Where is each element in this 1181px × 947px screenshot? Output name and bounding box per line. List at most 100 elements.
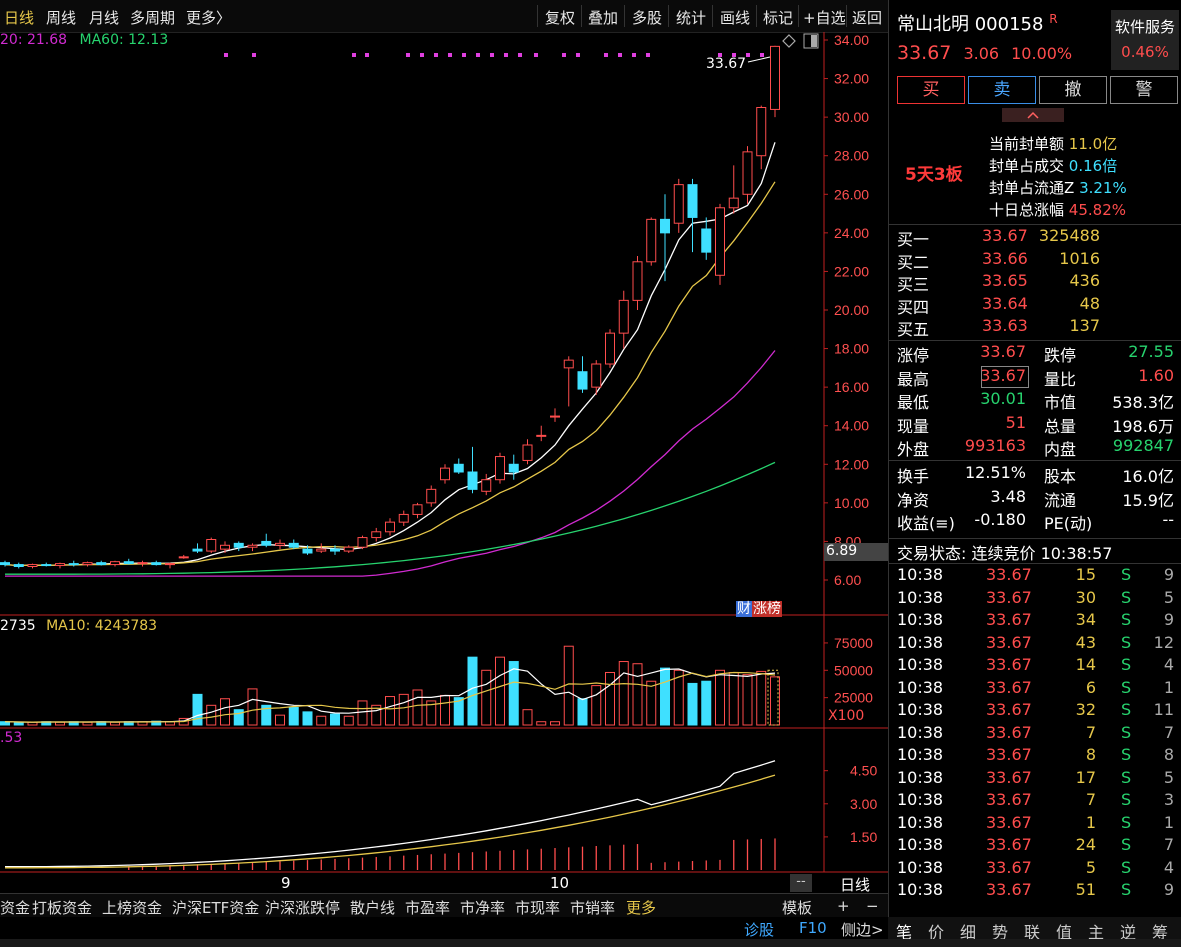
volume-bar (385, 696, 395, 726)
tab-pcf[interactable]: 市现率 (515, 899, 561, 917)
diagnose-button[interactable]: 诊股 (744, 921, 775, 939)
back-button[interactable]: 返回 (852, 9, 883, 27)
tab-capital[interactable]: 资金 (0, 899, 31, 917)
overlay-button[interactable]: 叠加 (588, 9, 619, 27)
volume-bar (687, 682, 698, 726)
tab-retail-line[interactable]: 散户线 (350, 899, 396, 917)
tick-side: S (1121, 880, 1132, 899)
sell-button[interactable]: 卖 (968, 76, 1036, 104)
multi-stock-button[interactable]: 多股 (632, 9, 663, 27)
add-panel-button[interactable]: + (837, 897, 850, 915)
bid-level[interactable]: 买四 33.64 48 (889, 294, 1181, 317)
detail-tab[interactable]: 价 (928, 923, 945, 942)
tick-side: S (1121, 587, 1132, 607)
collapse-button[interactable]: -- (790, 874, 812, 892)
candle-body (756, 107, 767, 157)
tick-time: 10:38 (897, 835, 944, 854)
detail-tab[interactable]: 筹 (1152, 923, 1169, 942)
gainer-list-badge[interactable]: 涨榜 (752, 601, 782, 617)
panel-toggle-icon[interactable] (803, 33, 819, 49)
rank-badge[interactable]: 财涨榜 (736, 598, 782, 618)
tick-volume: 17 (1075, 767, 1096, 787)
tab-pb[interactable]: 市净率 (460, 899, 506, 917)
tab-monthly[interactable]: 月线 (89, 9, 120, 27)
tab-pe[interactable]: 市盈率 (405, 899, 451, 917)
tab-more-indicators[interactable]: 更多 (626, 899, 657, 917)
price-tick-label: 12.00 (834, 456, 869, 472)
tick-price: 33.67 (986, 632, 1032, 652)
signal-dot (476, 53, 480, 57)
tab-limit-capital[interactable]: 打板资金 (32, 899, 93, 917)
cancel-order-button[interactable]: 撤 (1039, 76, 1107, 104)
candle-body (261, 540, 272, 546)
kline-chart[interactable]: 34.00 32.00 30.00 28.00 26.00 24.00 22.00 20.00… (0, 32, 888, 893)
diamond-icon[interactable] (782, 34, 796, 48)
tab-multi-period[interactable]: 多周期 (130, 9, 176, 27)
candle-body (247, 544, 258, 548)
chart-area[interactable]: 34.00 32.00 30.00 28.00 26.00 24.00 22.00 20.00… (0, 32, 888, 912)
volume-bar (536, 721, 547, 726)
stat-value: 33.67 (980, 342, 1026, 361)
stat-label: 跌停 (1044, 346, 1077, 365)
stat-value: 993163 (964, 436, 1026, 455)
tick-time: 10:38 (897, 857, 944, 877)
candle-body (316, 548, 327, 552)
candle-body (96, 562, 107, 566)
tab-daily[interactable]: 日线 (4, 9, 35, 27)
volume-bar (440, 694, 450, 726)
bid-level[interactable]: 买一 33.67 325488 (889, 226, 1181, 249)
volume-bar (453, 697, 464, 726)
price-tick-label: 30.00 (834, 109, 869, 125)
indicator-tabs: 资金 打板资金 上榜资金 沪深ETF资金 沪深涨跌停 散户线 市盈率 市净率 市… (0, 893, 888, 918)
mark-button[interactable]: 标记 (763, 9, 794, 27)
candle-body (715, 207, 725, 276)
tab-limit-updown[interactable]: 沪深涨跌停 (265, 899, 341, 917)
bid-level[interactable]: 买五 33.63 137 (889, 316, 1181, 339)
ma-legend: 20: 21.68 MA60: 12.13 (0, 32, 168, 48)
bid-level[interactable]: 买二 33.66 1016 (889, 249, 1181, 272)
detail-tab[interactable]: 值 (1056, 923, 1073, 942)
stat-value: 27.55 (1128, 342, 1174, 361)
buy-button[interactable]: 买 (897, 76, 965, 104)
detail-tab[interactable]: 联 (1024, 923, 1041, 942)
candle-body (495, 456, 505, 481)
candle-body (192, 548, 203, 552)
tick-count: 7 (1163, 835, 1174, 854)
template-button[interactable]: 模板 (782, 899, 813, 917)
remove-panel-button[interactable]: − (866, 897, 879, 915)
tab-ps[interactable]: 市销率 (570, 899, 616, 917)
tab-etf-capital[interactable]: 沪深ETF资金 (172, 899, 260, 917)
period-label[interactable]: 日线 (840, 876, 871, 894)
detail-tab[interactable]: 主 (1088, 923, 1105, 942)
expand-chevron-icon[interactable] (1002, 108, 1064, 122)
candle-body (550, 415, 560, 418)
tab-weekly[interactable]: 周线 (46, 9, 77, 27)
stock-title: 常山北明 000158 R (897, 10, 1058, 36)
tab-more[interactable]: 更多〉 (186, 9, 232, 27)
stats-button[interactable]: 统计 (676, 9, 707, 27)
candle-body (41, 564, 52, 567)
finance-badge[interactable]: 财 (736, 601, 752, 617)
sector-box[interactable]: 软件服务 0.46% (1111, 10, 1179, 70)
draw-line-button[interactable]: 画线 (720, 9, 751, 27)
f10-button[interactable]: F10 (799, 919, 827, 937)
tick-volume: 30 (1075, 587, 1096, 607)
detail-tab[interactable]: 势 (992, 923, 1009, 942)
add-watchlist-button[interactable]: +自选 (803, 9, 846, 27)
tab-list-capital[interactable]: 上榜资金 (102, 899, 163, 917)
bid-level[interactable]: 买三 33.65 436 (889, 271, 1181, 294)
candle-body (536, 434, 547, 437)
detail-tab[interactable]: 笔 (896, 923, 913, 942)
tick-price: 33.67 (986, 880, 1032, 899)
tick-count: 9 (1163, 880, 1174, 899)
detail-tab[interactable]: 逆 (1120, 923, 1137, 942)
ma60-line (5, 461, 776, 575)
side-panel-button[interactable]: 侧边> (841, 921, 884, 939)
detail-tab[interactable]: 细 (960, 923, 977, 942)
candle-body (110, 561, 120, 566)
adjust-button[interactable]: 复权 (545, 9, 576, 27)
signal-dot (406, 53, 410, 57)
indicator-line-1 (5, 760, 776, 868)
stat-value: 992847 (1112, 436, 1174, 455)
alert-button[interactable]: 警 (1110, 76, 1178, 104)
